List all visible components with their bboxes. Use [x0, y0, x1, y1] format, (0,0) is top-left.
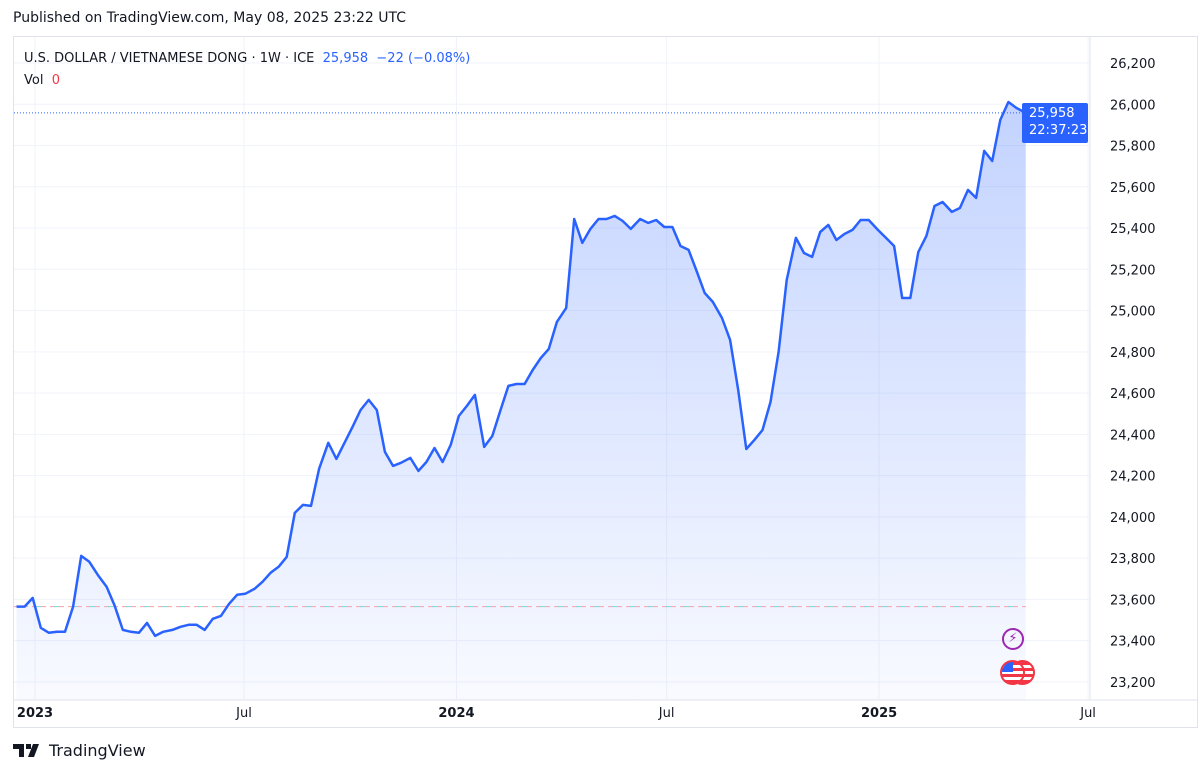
y-tick-label: 25,400 [1110, 222, 1156, 237]
tradingview-logo-icon [13, 743, 39, 757]
last-price-tag: 25,958 22:37:23 [1022, 103, 1088, 143]
y-tick-label: 25,600 [1110, 181, 1156, 196]
volume-value: 0 [51, 73, 60, 88]
y-tick-label: 25,000 [1110, 305, 1156, 320]
published-caption: Published on TradingView.com, May 08, 20… [13, 10, 407, 26]
y-tick-label: 23,400 [1110, 635, 1156, 650]
x-tick-label: Jul [658, 706, 675, 721]
symbol-title: U.S. DOLLAR / VIETNAMESE DONG · 1W · ICE [24, 51, 315, 66]
x-tick-label: 2025 [861, 706, 897, 721]
y-tick-label: 24,800 [1110, 346, 1156, 361]
y-tick-label: 25,200 [1110, 263, 1156, 278]
volume-label: Vol [24, 73, 44, 88]
x-tick-label: 2023 [17, 706, 53, 721]
y-tick-label: 26,000 [1110, 98, 1156, 113]
us-flag-event-icon[interactable] [1000, 660, 1036, 686]
chart-frame[interactable] [13, 36, 1198, 728]
area-fill [16, 102, 1026, 700]
y-tick-label: 24,400 [1110, 428, 1156, 443]
y-tick-label: 23,600 [1110, 593, 1156, 608]
x-tick-label: 2024 [438, 706, 474, 721]
price-tag-countdown: 22:37:23 [1029, 123, 1088, 138]
tradingview-logo[interactable]: TradingView [13, 741, 146, 760]
lightning-event-icon[interactable]: ⚡ [1002, 628, 1024, 650]
y-tick-label: 24,000 [1110, 511, 1156, 526]
x-tick-label: Jul [1079, 706, 1096, 721]
y-tick-label: 26,200 [1110, 57, 1156, 72]
last-price: 25,958 [322, 51, 369, 66]
chart-legend: U.S. DOLLAR / VIETNAMESE DONG · 1W · ICE… [24, 48, 470, 92]
price-line [16, 100, 1027, 638]
price-change: −22 (−0.08%) [376, 51, 471, 66]
price-tag-value: 25,958 [1029, 106, 1075, 121]
brand-name: TradingView [49, 741, 146, 760]
y-tick-label: 24,600 [1110, 387, 1156, 402]
y-tick-label: 24,200 [1110, 470, 1156, 485]
x-tick-label: Jul [235, 706, 252, 721]
y-tick-label: 25,800 [1110, 140, 1156, 155]
y-tick-label: 23,200 [1110, 676, 1156, 691]
y-tick-label: 23,800 [1110, 552, 1156, 567]
